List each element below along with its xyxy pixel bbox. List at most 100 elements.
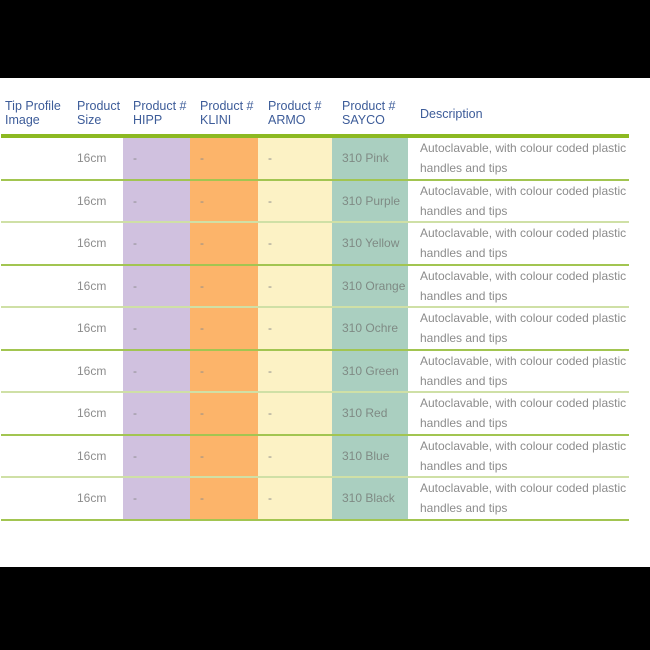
description-line: handles and tips xyxy=(420,501,508,516)
cell-klini: - xyxy=(190,392,258,435)
cell-sayco: 310 Purple xyxy=(332,179,408,222)
cell-sayco: 310 Orange xyxy=(332,264,408,307)
table-body: 16cm - - -310 Pink Autoclavable, with colour… xyxy=(1,136,629,520)
cell-size: 16cm xyxy=(77,448,107,463)
table-header: Tip Profile Image Product Size Product # H… xyxy=(1,78,629,138)
description-line: Autoclavable, with colour coded plastic xyxy=(420,141,627,156)
cell-tip xyxy=(1,350,67,393)
description-line: Autoclavable, with colour coded plastic xyxy=(420,353,627,368)
cell-description: Autoclavable, with colour coded plastic h… xyxy=(408,180,629,223)
description-line: handles and tips xyxy=(420,331,508,346)
cell-klini: - xyxy=(190,434,258,477)
cell-sayco: 310 Ochre xyxy=(332,307,408,350)
description-line: Autoclavable, with colour coded plastic xyxy=(420,311,627,326)
cell-sayco: 310 Black xyxy=(332,477,408,520)
column-header-klini: Product # KLINI xyxy=(190,78,258,138)
column-header-tip: Tip Profile Image xyxy=(1,78,67,138)
column-header-size: Product Size xyxy=(67,78,123,138)
cell-hipp: - xyxy=(123,222,190,265)
description-line: handles and tips xyxy=(420,203,508,218)
cell-description: Autoclavable, with colour coded plastic h… xyxy=(408,350,629,393)
description-line: Autoclavable, with colour coded plastic xyxy=(420,438,627,453)
description-line: Autoclavable, with colour coded plastic xyxy=(420,226,627,241)
cell-tip xyxy=(1,180,67,223)
cell-sayco: 310 Blue xyxy=(332,434,408,477)
table-row: 16cm - - -310 Purple Autoclavable, with colo… xyxy=(1,179,629,223)
cell-size: 16cm xyxy=(77,236,107,251)
cell-klini: - xyxy=(190,179,258,222)
cell-klini: - xyxy=(190,264,258,307)
cell-klini: - xyxy=(190,307,258,350)
cell-klini: - xyxy=(190,222,258,265)
cell-klini: - xyxy=(190,477,258,520)
description-line: handles and tips xyxy=(420,458,508,473)
cell-hipp: - xyxy=(123,136,190,180)
cell-klini: - xyxy=(190,136,258,180)
cell-description: Autoclavable, with colour coded plastic h… xyxy=(408,435,629,478)
cell-hipp: - xyxy=(123,392,190,435)
description-line: Autoclavable, with colour coded plastic xyxy=(420,396,627,411)
product-table: Tip Profile Image Product Size Product # H… xyxy=(1,78,629,521)
table-row: 16cm - - -310 Pink Autoclavable, with colour… xyxy=(1,136,629,180)
description-line: handles and tips xyxy=(420,246,508,261)
description-line: handles and tips xyxy=(420,288,508,303)
column-header-sayco: Product # SAYCO xyxy=(332,78,408,138)
description-line: handles and tips xyxy=(420,373,508,388)
column-header-armo: Product # ARMO xyxy=(258,78,332,138)
table-row: 16cm - - -310 Orange Autoclavable, with colo… xyxy=(1,264,629,308)
header-row: Tip Profile Image Product Size Product # H… xyxy=(1,78,629,138)
description-line: Autoclavable, with colour coded plastic xyxy=(420,481,627,496)
cell-size: 16cm xyxy=(77,151,107,166)
cell-size: 16cm xyxy=(77,321,107,336)
cell-armo: - xyxy=(258,349,332,392)
cell-size: 16cm xyxy=(77,406,107,421)
cell-hipp: - xyxy=(123,349,190,392)
cell-tip xyxy=(1,392,67,435)
letterbox-top xyxy=(0,0,650,78)
cell-description: Autoclavable, with colour coded plastic h… xyxy=(408,265,629,308)
cell-description: Autoclavable, with colour coded plastic h… xyxy=(408,136,629,180)
table-row: 16cm - - -310 Ochre Autoclavable, with colou… xyxy=(1,307,629,350)
cell-hipp: - xyxy=(123,264,190,307)
description-line: Autoclavable, with colour coded plastic xyxy=(420,268,627,283)
cell-tip xyxy=(1,265,67,308)
cell-tip xyxy=(1,477,67,520)
column-header-hipp: Product # HIPP xyxy=(123,78,190,138)
cell-sayco: 310 Pink xyxy=(332,136,408,180)
cell-description: Autoclavable, with colour coded plastic h… xyxy=(408,222,629,265)
table-row: 16cm - - -310 Blue Autoclavable, with colour… xyxy=(1,434,629,478)
cell-armo: - xyxy=(258,307,332,350)
description-line: Autoclavable, with colour coded plastic xyxy=(420,183,627,198)
cell-hipp: - xyxy=(123,307,190,350)
cell-sayco: 310 Green xyxy=(332,349,408,392)
cell-tip xyxy=(1,435,67,478)
table-row: 16cm - - -310 Green Autoclavable, with colou… xyxy=(1,349,629,393)
cell-armo: - xyxy=(258,222,332,265)
cell-armo: - xyxy=(258,434,332,477)
cell-hipp: - xyxy=(123,434,190,477)
cell-tip xyxy=(1,136,67,180)
cell-armo: - xyxy=(258,136,332,180)
cell-size: 16cm xyxy=(77,278,107,293)
letterbox-bottom xyxy=(0,567,650,650)
cell-size: 16cm xyxy=(77,193,107,208)
cell-armo: - xyxy=(258,477,332,520)
product-table-container: Tip Profile Image Product Size Product # H… xyxy=(1,78,629,521)
table-row: 16cm - - -310 Yellow Autoclavable, with colo… xyxy=(1,222,629,265)
cell-armo: - xyxy=(258,264,332,307)
cell-hipp: - xyxy=(123,179,190,222)
column-header-description: Description xyxy=(408,78,629,138)
cell-description: Autoclavable, with colour coded plastic h… xyxy=(408,392,629,435)
table-row: 16cm - - -310 Red Autoclavable, with colour … xyxy=(1,392,629,435)
cell-description: Autoclavable, with colour coded plastic h… xyxy=(408,307,629,350)
cell-sayco: 310 Yellow xyxy=(332,222,408,265)
cell-klini: - xyxy=(190,349,258,392)
description-line: handles and tips xyxy=(420,161,508,176)
cell-sayco: 310 Red xyxy=(332,392,408,435)
cell-armo: - xyxy=(258,179,332,222)
cell-tip xyxy=(1,222,67,265)
cell-description: Autoclavable, with colour coded plastic h… xyxy=(408,477,629,520)
cell-armo: - xyxy=(258,392,332,435)
cell-size: 16cm xyxy=(77,363,107,378)
